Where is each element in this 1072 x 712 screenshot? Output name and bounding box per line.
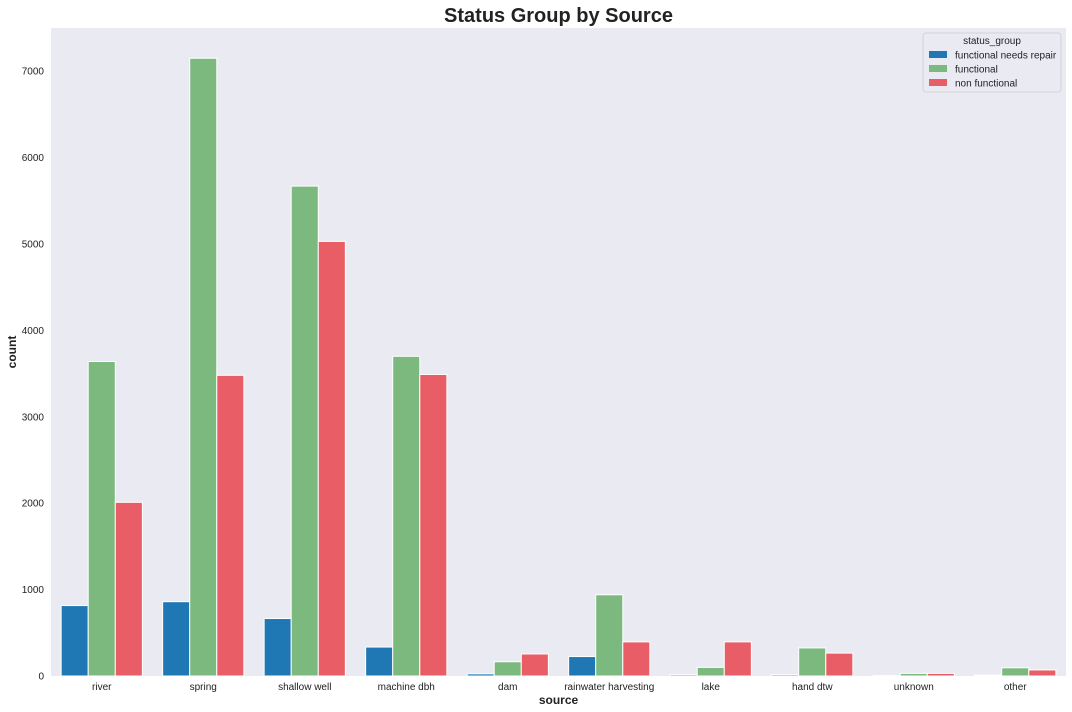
- legend-title: status_group: [963, 36, 1021, 47]
- bar: [466, 673, 495, 677]
- bar: [622, 641, 651, 677]
- bar: [798, 647, 827, 677]
- x-axis-label: source: [539, 693, 579, 707]
- bar: [669, 674, 698, 677]
- bar: [1001, 667, 1030, 677]
- legend-label: non functional: [955, 79, 1017, 90]
- bar: [595, 594, 624, 677]
- legend-label: functional: [955, 65, 998, 76]
- x-tick-label: shallow well: [278, 682, 331, 693]
- bar: [189, 57, 218, 677]
- bar: [825, 652, 854, 677]
- y-axis-ticks: 0 1000 2000 3000 4000 5000 6000 7000: [22, 67, 45, 683]
- x-tick-label: spring: [190, 682, 217, 693]
- legend: status_group functional needs repairfunc…: [922, 32, 1062, 93]
- x-tick-label: machine dbh: [378, 682, 435, 693]
- legend-swatch: [929, 65, 947, 72]
- bar: [114, 501, 143, 677]
- legend-box: [922, 32, 1062, 93]
- x-axis-ticks: river spring shallow well machine dbh dam rai…: [92, 682, 1027, 693]
- x-tick-label: rainwater harvesting: [564, 682, 654, 693]
- bar: [392, 355, 421, 677]
- bar: [87, 361, 116, 677]
- x-tick-label: unknown: [894, 682, 934, 693]
- bar: [493, 661, 522, 677]
- bar: [974, 674, 1003, 677]
- bar: [290, 185, 319, 677]
- bar: [926, 672, 955, 677]
- bar: [419, 373, 448, 677]
- x-tick-label: dam: [498, 682, 517, 693]
- x-tick-label: hand dtw: [792, 682, 833, 693]
- bar: [365, 646, 394, 677]
- bar: [60, 605, 89, 677]
- x-tick-label: other: [1004, 682, 1027, 693]
- bar: [162, 601, 191, 677]
- y-tick-label: 4000: [22, 326, 45, 337]
- x-tick-label: river: [92, 682, 112, 693]
- x-tick-label: lake: [702, 682, 721, 693]
- y-tick-label: 2000: [22, 499, 45, 510]
- y-tick-label: 6000: [22, 153, 45, 164]
- bars: [60, 57, 1057, 677]
- legend-swatch: [929, 79, 947, 86]
- y-tick-label: 1000: [22, 585, 45, 596]
- bar: [263, 618, 292, 677]
- y-tick-label: 7000: [22, 67, 45, 78]
- y-tick-label: 0: [38, 672, 44, 683]
- y-tick-label: 5000: [22, 240, 45, 251]
- bar: [723, 641, 752, 677]
- legend-label: functional needs repair: [955, 51, 1057, 62]
- bar: [1028, 669, 1057, 677]
- bar: [520, 653, 549, 677]
- chart-title: Status Group by Source: [444, 5, 673, 27]
- bar: [771, 674, 800, 677]
- y-axis-label: count: [5, 336, 19, 369]
- legend-swatch: [929, 51, 947, 58]
- bar: [216, 374, 245, 677]
- bar: [696, 666, 725, 677]
- legend-items: functional needs repair functional non fun…: [929, 51, 1057, 90]
- y-tick-label: 3000: [22, 412, 45, 423]
- bar: [899, 672, 928, 677]
- bar: [317, 240, 346, 677]
- bar: [568, 656, 597, 677]
